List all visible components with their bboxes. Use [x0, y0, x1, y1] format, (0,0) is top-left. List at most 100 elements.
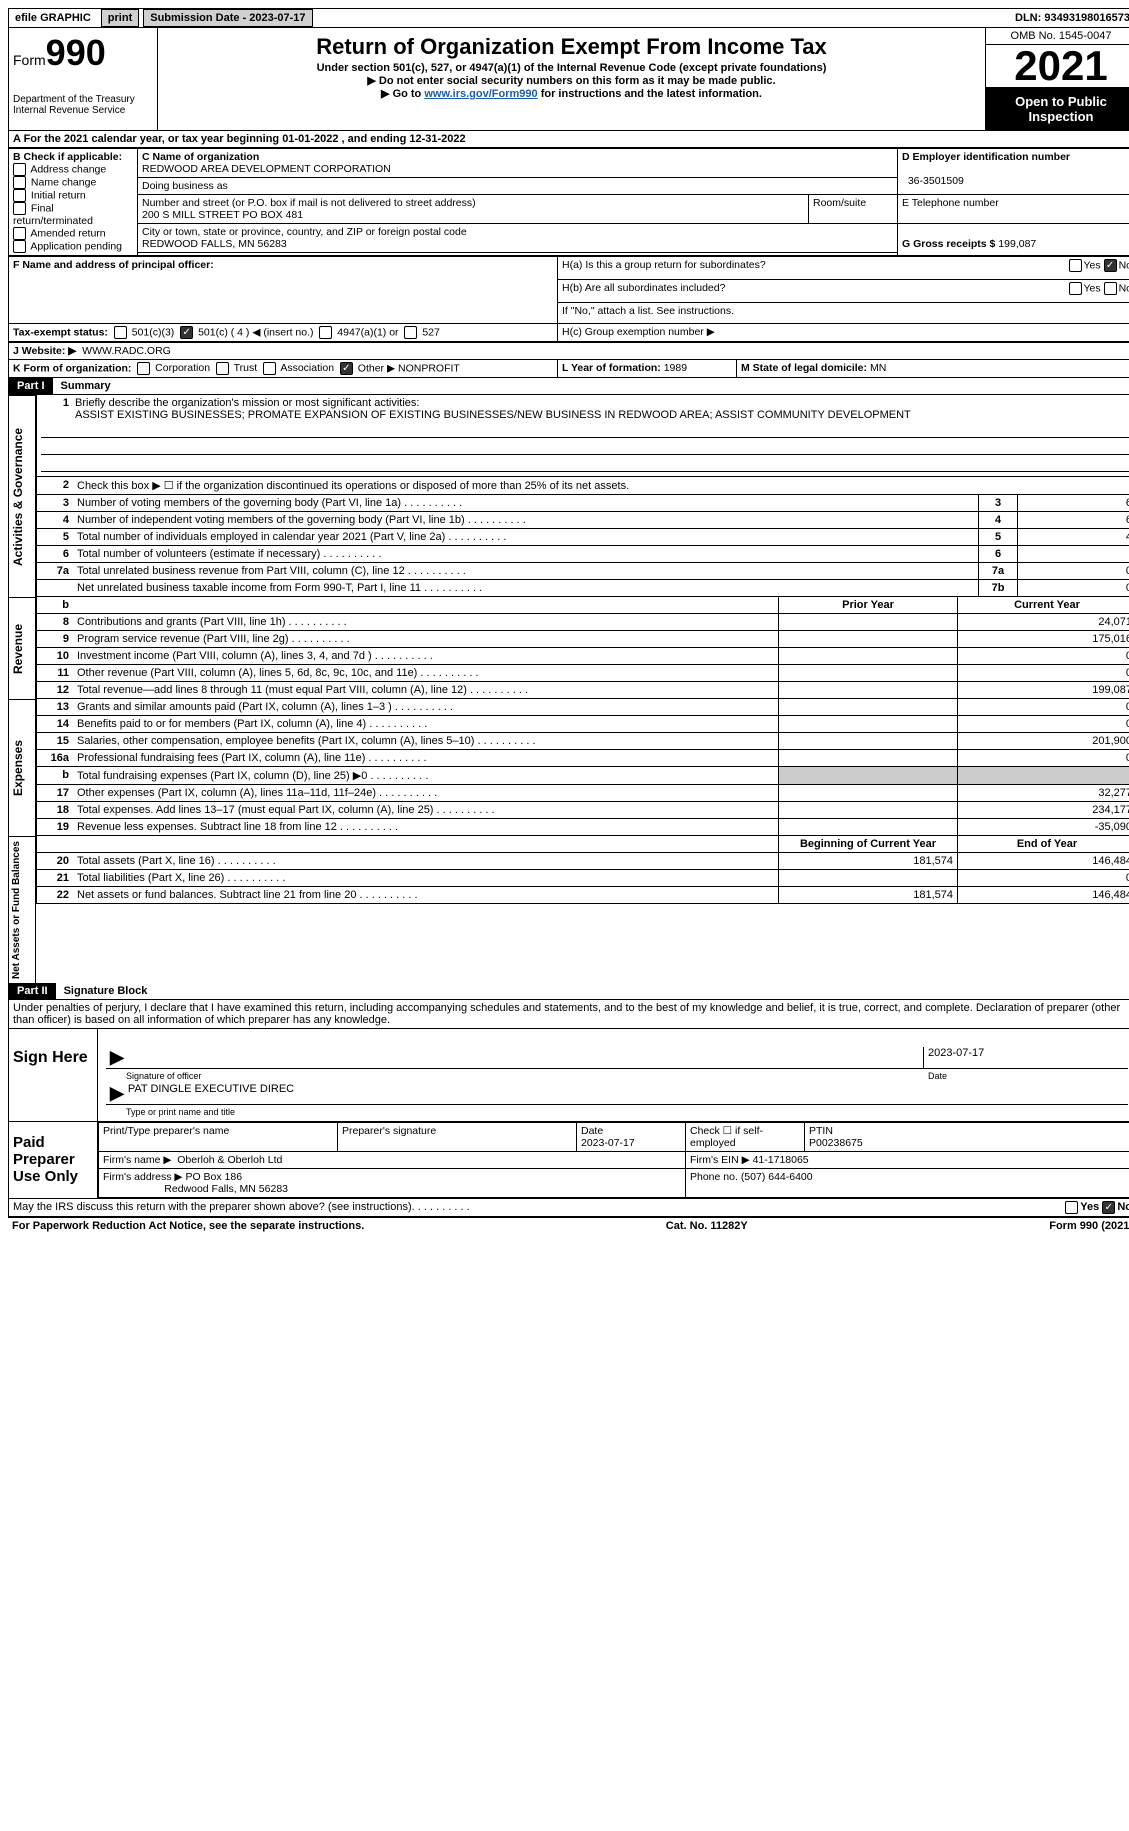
- current-year-header: Current Year: [957, 597, 1129, 613]
- e-label: E Telephone number: [898, 195, 1129, 224]
- f-label: F Name and address of principal officer:: [13, 259, 214, 271]
- data-row: bTotal fundraising expenses (Part IX, co…: [36, 767, 1129, 785]
- submission-date: Submission Date - 2023-07-17: [143, 9, 312, 27]
- data-row: 16aProfessional fundraising fees (Part I…: [36, 750, 1129, 767]
- part1-title: Summary: [53, 378, 119, 394]
- data-row: 11Other revenue (Part VIII, column (A), …: [36, 665, 1129, 682]
- note-ssn: ▶ Do not enter social security numbers o…: [162, 74, 981, 87]
- inspection-label: Open to Public Inspection: [986, 88, 1129, 130]
- prep-sig-label: Preparer's signature: [338, 1123, 577, 1152]
- ha-no-check[interactable]: ✓: [1104, 259, 1117, 272]
- k-other-check[interactable]: ✓: [340, 362, 353, 375]
- discuss-yes-check[interactable]: [1065, 1201, 1078, 1214]
- data-row: 19Revenue less expenses. Subtract line 1…: [36, 819, 1129, 836]
- website: WWW.RADC.ORG: [82, 345, 171, 357]
- i-501c3-check[interactable]: [114, 326, 127, 339]
- sign-here-label: Sign Here: [9, 1029, 98, 1121]
- note-link: ▶ Go to www.irs.gov/Form990 for instruct…: [162, 87, 981, 100]
- sig-name-label: Type or print name and title: [126, 1107, 1128, 1117]
- hb-note: If "No," attach a list. See instructions…: [558, 302, 1129, 324]
- principal-block: F Name and address of principal officer:…: [8, 256, 1129, 342]
- hb-yes-check[interactable]: [1069, 282, 1082, 295]
- side-revenue: Revenue: [8, 597, 36, 699]
- line-a: A For the 2021 calendar year, or tax yea…: [8, 131, 1129, 148]
- hb-label: H(b) Are all subordinates included?: [562, 282, 725, 294]
- i-527-check[interactable]: [404, 326, 417, 339]
- dln: DLN: 93493198016573: [1009, 10, 1129, 26]
- data-row: 18Total expenses. Add lines 13–17 (must …: [36, 802, 1129, 819]
- hc-label: H(c) Group exemption number ▶: [558, 324, 1129, 342]
- firm-ein: 41-1718065: [753, 1154, 809, 1166]
- b-opt: Name change: [13, 176, 133, 189]
- k-other-value: NONPROFIT: [398, 362, 460, 374]
- ptin: P00238675: [809, 1137, 863, 1149]
- firm-ein-label: Firm's EIN ▶: [690, 1154, 750, 1166]
- end-year-header: End of Year: [957, 836, 1129, 852]
- state-domicile: MN: [870, 362, 886, 374]
- data-row: 22Net assets or fund balances. Subtract …: [36, 887, 1129, 904]
- arrow-icon: ▶: [106, 1083, 128, 1104]
- year-formation: 1989: [664, 362, 687, 374]
- irs-link[interactable]: www.irs.gov/Form990: [424, 88, 537, 100]
- street-label: Number and street (or P.O. box if mail i…: [142, 197, 476, 209]
- data-row: 21Total liabilities (Part X, line 26)0: [36, 870, 1129, 887]
- declaration: Under penalties of perjury, I declare th…: [8, 1000, 1129, 1029]
- form-header: Form990 Department of the Treasury Inter…: [8, 28, 1129, 131]
- data-row: 10Investment income (Part VIII, column (…: [36, 648, 1129, 665]
- prep-date-val: 2023-07-17: [581, 1137, 635, 1149]
- data-row: 8Contributions and grants (Part VIII, li…: [36, 614, 1129, 631]
- firm-addr1: PO Box 186: [185, 1171, 242, 1183]
- hb-no-check[interactable]: [1104, 282, 1117, 295]
- b-opt: Amended return: [13, 227, 133, 240]
- room-label: Room/suite: [809, 195, 898, 224]
- dba-label: Doing business as: [138, 178, 898, 195]
- paperwork-notice: For Paperwork Reduction Act Notice, see …: [12, 1220, 364, 1232]
- service-label: Internal Revenue Service: [13, 105, 153, 116]
- b-opt: Final return/terminated: [13, 202, 133, 227]
- i-4947-check[interactable]: [319, 326, 332, 339]
- form-number: Form990: [13, 32, 153, 74]
- data-row: 9Program service revenue (Part VIII, lin…: [36, 631, 1129, 648]
- discuss-no-check[interactable]: ✓: [1102, 1201, 1115, 1214]
- part2-header: Part II Signature Block: [8, 983, 1129, 1000]
- data-row: 3Number of voting members of the governi…: [36, 495, 1129, 512]
- l1-label: Briefly describe the organization's miss…: [75, 397, 419, 409]
- data-row: 7aTotal unrelated business revenue from …: [36, 563, 1129, 580]
- part2-title: Signature Block: [56, 983, 156, 999]
- data-row: 13Grants and similar amounts paid (Part …: [36, 699, 1129, 716]
- l2-text: Check this box ▶ ☐ if the organization d…: [73, 477, 1129, 494]
- b-label: B Check if applicable:: [13, 151, 133, 163]
- data-row: 12Total revenue—add lines 8 through 11 (…: [36, 682, 1129, 699]
- side-activities: Activities & Governance: [8, 395, 36, 597]
- l-label: L Year of formation:: [562, 362, 664, 374]
- part1-label: Part I: [9, 378, 53, 394]
- ha-yes-check[interactable]: [1069, 259, 1082, 272]
- dept-label: Department of the Treasury: [13, 94, 153, 105]
- side-expenses: Expenses: [8, 699, 36, 836]
- print-button[interactable]: print: [101, 9, 139, 27]
- sig-date-label: Date: [928, 1071, 1128, 1081]
- b-opt: Application pending: [13, 240, 133, 253]
- b-opt: Address change: [13, 163, 133, 176]
- identity-block: B Check if applicable: Address change Na…: [8, 148, 1129, 256]
- city: REDWOOD FALLS, MN 56283: [142, 238, 287, 250]
- tax-year: 2021: [986, 45, 1129, 88]
- jk-block: J Website: ▶ WWW.RADC.ORG K Form of orga…: [8, 342, 1129, 378]
- begin-year-header: Beginning of Current Year: [778, 836, 957, 852]
- i-501c-check[interactable]: ✓: [180, 326, 193, 339]
- data-row: 17Other expenses (Part IX, column (A), l…: [36, 785, 1129, 802]
- sig-date-val: 2023-07-17: [923, 1047, 1128, 1068]
- ein: 36-3501509: [908, 175, 964, 187]
- m-label: M State of legal domicile:: [741, 362, 870, 374]
- discuss-label: May the IRS discuss this return with the…: [13, 1201, 412, 1214]
- data-row: 14Benefits paid to or for members (Part …: [36, 716, 1129, 733]
- phone-label: Phone no.: [690, 1171, 738, 1183]
- data-row: 5Total number of individuals employed in…: [36, 529, 1129, 546]
- k-label: K Form of organization:: [13, 362, 131, 374]
- data-row: 20Total assets (Part X, line 16)181,5741…: [36, 853, 1129, 870]
- arrow-icon: ▶: [106, 1047, 128, 1068]
- data-row: 4Number of independent voting members of…: [36, 512, 1129, 529]
- data-row: 15Salaries, other compensation, employee…: [36, 733, 1129, 750]
- phone: (507) 644-6400: [741, 1171, 813, 1183]
- street: 200 S MILL STREET PO BOX 481: [142, 209, 303, 221]
